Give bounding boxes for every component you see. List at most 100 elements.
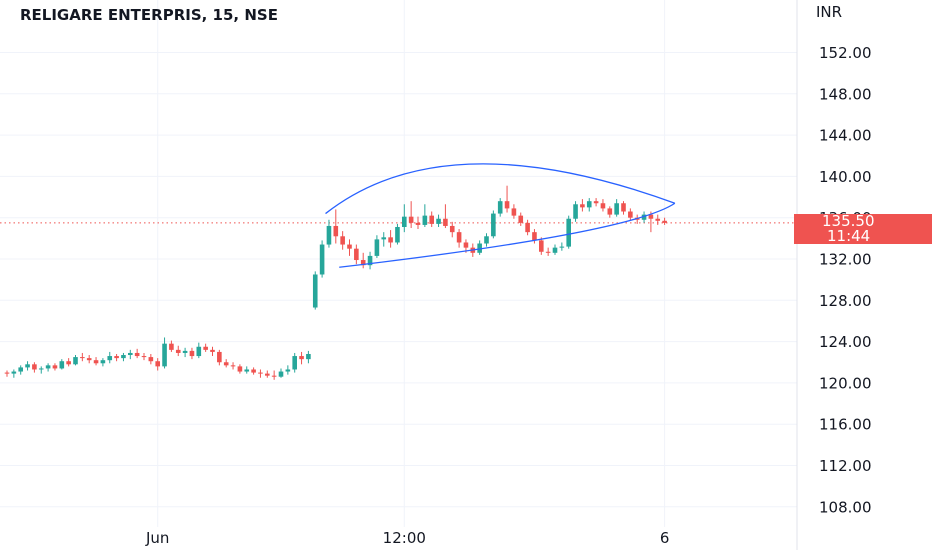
candle-body (258, 372, 263, 374)
candle-body (59, 361, 65, 369)
candle (415, 216, 421, 230)
candle (559, 242, 565, 251)
upper-boundary-line[interactable] (325, 163, 676, 215)
candle-body (319, 244, 325, 275)
candle-body (223, 362, 229, 366)
candle (210, 346, 215, 357)
candle (395, 223, 400, 245)
candle-body (217, 351, 222, 363)
candle (477, 240, 482, 255)
candle (66, 358, 71, 367)
candle-body (614, 203, 619, 215)
candle-body (326, 225, 332, 245)
candle-body (285, 369, 291, 372)
candle-body (278, 371, 284, 377)
candle-body (641, 214, 647, 220)
candle (545, 247, 551, 256)
candle-body (491, 213, 496, 237)
candle-body (4, 372, 10, 374)
candle-body (210, 349, 215, 352)
candle-body (621, 203, 626, 212)
candle-body (552, 247, 558, 253)
candle (141, 352, 147, 361)
candle (497, 198, 503, 217)
candle (449, 221, 455, 238)
time-axis[interactable]: Jun 12:00 6 (145, 529, 669, 547)
candle-body (477, 243, 482, 253)
candle (367, 251, 373, 270)
candle-body (155, 361, 160, 367)
candle-body (593, 201, 599, 204)
candle (655, 214, 661, 225)
candle (456, 229, 462, 248)
candle-body (559, 246, 565, 248)
candle (223, 359, 229, 368)
price-axis[interactable]: 108.00 112.00 116.00 120.00 124.00 128.00 132.… (819, 44, 872, 516)
candle (278, 368, 284, 378)
candle-body (333, 225, 339, 237)
candle (32, 362, 37, 373)
candle-body (566, 218, 571, 247)
candle-body (18, 367, 23, 372)
candle-body (175, 349, 181, 353)
candle (525, 219, 530, 236)
candle (59, 359, 65, 370)
candle-body (340, 236, 345, 245)
candle (251, 367, 256, 375)
candle-body (456, 232, 462, 243)
candle (662, 217, 667, 225)
candle (354, 244, 359, 265)
y-tick-label: 140.00 (819, 168, 872, 186)
candle-body (25, 364, 30, 368)
wedge-pattern-drawing[interactable] (325, 163, 676, 268)
candle (203, 343, 208, 352)
x-tick-label: 6 (660, 529, 670, 547)
candle (614, 199, 619, 217)
candle (265, 370, 270, 378)
candle-body (484, 236, 489, 244)
candle (491, 210, 496, 239)
candle (11, 369, 17, 378)
currency-label[interactable]: INR (816, 3, 842, 21)
candle-body (189, 350, 195, 357)
candle-body (402, 216, 407, 227)
candle (402, 204, 407, 233)
candle (532, 229, 537, 244)
candle-body (100, 360, 106, 364)
candle-body (415, 222, 421, 225)
candle-body (32, 364, 37, 370)
candle (408, 201, 414, 229)
candle-body (463, 242, 469, 248)
candle (504, 185, 510, 213)
candle (80, 352, 85, 362)
candle-body (662, 220, 667, 223)
candle-body (93, 360, 99, 364)
candle (45, 363, 51, 372)
y-tick-label: 144.00 (819, 127, 872, 145)
candle-body (607, 208, 613, 215)
current-price-label: 135.50 (822, 212, 875, 230)
candle-body (545, 251, 551, 253)
candles (4, 185, 667, 380)
y-tick-label: 128.00 (819, 292, 872, 310)
candle (552, 244, 558, 255)
candle-body (265, 373, 270, 376)
candle-body (148, 357, 154, 362)
candle (196, 342, 202, 359)
candle (586, 198, 592, 212)
candle-body (436, 218, 441, 224)
candle (169, 340, 174, 352)
y-tick-label: 132.00 (819, 251, 872, 269)
candle (374, 235, 380, 258)
y-tick-label: 112.00 (819, 457, 872, 475)
candle-body (244, 369, 250, 372)
candle (93, 357, 99, 366)
candle (306, 350, 311, 364)
candle-body (162, 343, 167, 367)
candle (175, 345, 181, 357)
lower-boundary-line[interactable] (339, 202, 676, 268)
candle (237, 364, 243, 374)
candle (4, 370, 10, 377)
candle (566, 215, 571, 249)
